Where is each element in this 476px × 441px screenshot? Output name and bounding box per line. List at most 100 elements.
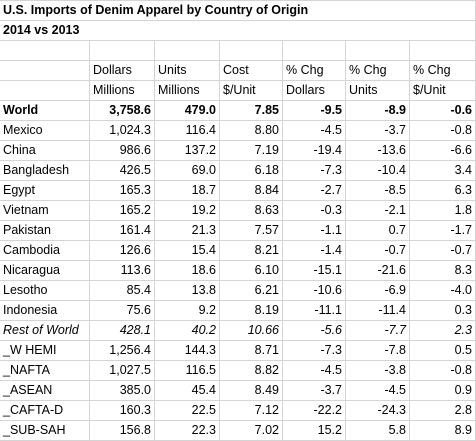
value-cell: 0.5 (410, 341, 476, 361)
value-cell: 8.9 (410, 421, 476, 441)
value-cell: 8.19 (220, 301, 283, 321)
value-cell: 161.4 (90, 221, 155, 241)
row-label: _CAFTA-D (0, 401, 90, 421)
column-header: % Chg (283, 61, 346, 81)
value-cell: 9.2 (155, 301, 220, 321)
column-header: Millions (90, 81, 155, 101)
value-cell: 8.71 (220, 341, 283, 361)
column-header: Millions (155, 81, 220, 101)
value-cell: 13.8 (155, 281, 220, 301)
value-cell: 1,024.3 (90, 121, 155, 141)
value-cell: 19.2 (155, 201, 220, 221)
value-cell: 986.6 (90, 141, 155, 161)
row-label: Cambodia (0, 241, 90, 261)
value-cell: -6.6 (410, 141, 476, 161)
value-cell: 0.7 (346, 221, 410, 241)
value-cell: 69.0 (155, 161, 220, 181)
value-cell: 40.2 (155, 321, 220, 341)
empty-cell (155, 41, 220, 61)
value-cell: -1.7 (410, 221, 476, 241)
value-cell: 428.1 (90, 321, 155, 341)
value-cell: -4.5 (346, 381, 410, 401)
value-cell: 116.4 (155, 121, 220, 141)
empty-cell (0, 41, 90, 61)
value-cell: 126.6 (90, 241, 155, 261)
value-cell: 7.02 (220, 421, 283, 441)
value-cell: -10.6 (283, 281, 346, 301)
column-header: Cost (220, 61, 283, 81)
value-cell: 137.2 (155, 141, 220, 161)
value-cell: 21.3 (155, 221, 220, 241)
column-header: $/Unit (220, 81, 283, 101)
value-cell: 10.66 (220, 321, 283, 341)
value-cell: -11.1 (283, 301, 346, 321)
row-label: _SUB-SAH (0, 421, 90, 441)
value-cell: 8.21 (220, 241, 283, 261)
value-cell: -0.6 (410, 101, 476, 121)
value-cell: 8.3 (410, 261, 476, 281)
value-cell: 1,027.5 (90, 361, 155, 381)
empty-cell (0, 61, 90, 81)
value-cell: -24.3 (346, 401, 410, 421)
value-cell: 75.6 (90, 301, 155, 321)
value-cell: -22.2 (283, 401, 346, 421)
value-cell: -21.6 (346, 261, 410, 281)
row-label: _W HEMI (0, 341, 90, 361)
value-cell: 144.3 (155, 341, 220, 361)
value-cell: 18.6 (155, 261, 220, 281)
row-label: World (0, 101, 90, 121)
value-cell: 7.12 (220, 401, 283, 421)
value-cell: 156.8 (90, 421, 155, 441)
value-cell: 479.0 (155, 101, 220, 121)
value-cell: 3,758.6 (90, 101, 155, 121)
empty-cell (410, 41, 476, 61)
value-cell: -4.0 (410, 281, 476, 301)
value-cell: -2.7 (283, 181, 346, 201)
value-cell: -7.3 (283, 161, 346, 181)
value-cell: 6.18 (220, 161, 283, 181)
value-cell: -8.9 (346, 101, 410, 121)
row-label: Rest of World (0, 321, 90, 341)
value-cell: 7.85 (220, 101, 283, 121)
value-cell: -2.1 (346, 201, 410, 221)
value-cell: 2.3 (410, 321, 476, 341)
value-cell: -0.8 (410, 361, 476, 381)
subtitle: 2014 vs 2013 (0, 21, 476, 41)
value-cell: -1.1 (283, 221, 346, 241)
value-cell: -5.6 (283, 321, 346, 341)
value-cell: 22.3 (155, 421, 220, 441)
empty-cell (283, 41, 346, 61)
value-cell: 7.19 (220, 141, 283, 161)
row-label: Indonesia (0, 301, 90, 321)
value-cell: 15.2 (283, 421, 346, 441)
value-cell: 2.8 (410, 401, 476, 421)
row-label: Mexico (0, 121, 90, 141)
value-cell: 1,256.4 (90, 341, 155, 361)
value-cell: 8.84 (220, 181, 283, 201)
column-header: % Chg (346, 61, 410, 81)
value-cell: 22.5 (155, 401, 220, 421)
value-cell: -3.8 (346, 361, 410, 381)
value-cell: -1.4 (283, 241, 346, 261)
column-header: Dollars (283, 81, 346, 101)
value-cell: 113.6 (90, 261, 155, 281)
value-cell: -19.4 (283, 141, 346, 161)
column-header: % Chg (410, 61, 476, 81)
value-cell: 116.5 (155, 361, 220, 381)
value-cell: 165.2 (90, 201, 155, 221)
value-cell: 8.80 (220, 121, 283, 141)
value-cell: -8.5 (346, 181, 410, 201)
value-cell: -0.3 (283, 201, 346, 221)
empty-cell (220, 41, 283, 61)
value-cell: 45.4 (155, 381, 220, 401)
value-cell: -3.7 (346, 121, 410, 141)
value-cell: -7.7 (346, 321, 410, 341)
value-cell: 6.10 (220, 261, 283, 281)
value-cell: 18.7 (155, 181, 220, 201)
value-cell: 5.8 (346, 421, 410, 441)
value-cell: -3.7 (283, 381, 346, 401)
value-cell: 160.3 (90, 401, 155, 421)
column-header: $/Unit (410, 81, 476, 101)
value-cell: -7.8 (346, 341, 410, 361)
